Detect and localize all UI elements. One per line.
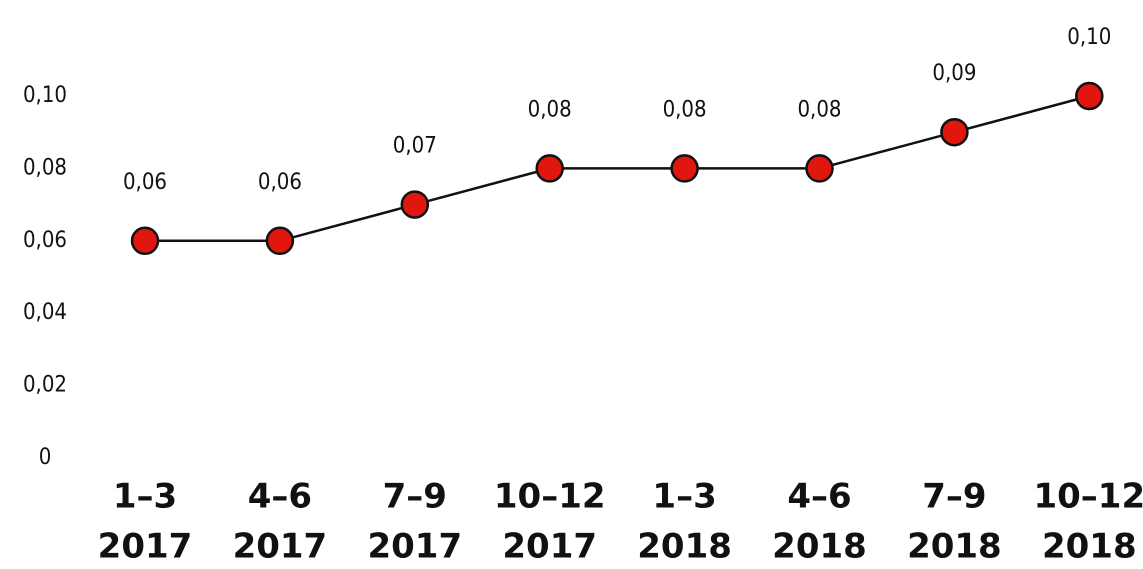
x-tick-label: 1–3 xyxy=(652,477,716,517)
point xyxy=(670,154,699,183)
x-tick-label: 4–6 xyxy=(787,477,851,517)
x-tick-label: 2018 xyxy=(772,527,867,567)
x-tick-label: 10–12 xyxy=(1033,477,1143,517)
x-tick-label: 2017 xyxy=(502,527,597,567)
point xyxy=(130,226,160,256)
data-label: 0,09 xyxy=(932,61,976,86)
data-label: 0,07 xyxy=(393,134,437,159)
y-tick-label: 0,04 xyxy=(23,300,67,325)
y-tick-label: 0,08 xyxy=(23,155,67,180)
data-label: 0,08 xyxy=(797,97,841,122)
point xyxy=(805,154,834,183)
y-tick-label: 0 xyxy=(39,445,52,470)
data-label: 0,06 xyxy=(123,170,167,195)
x-tick-label: 7–9 xyxy=(922,477,986,517)
x-tick-label: 10–12 xyxy=(494,477,606,517)
x-tick-label: 7–9 xyxy=(383,477,447,517)
point xyxy=(940,117,969,147)
line xyxy=(145,94,1090,243)
y-tick-label: 0,10 xyxy=(23,83,67,108)
data-label: 0,06 xyxy=(258,170,302,195)
point xyxy=(265,226,295,256)
x-tick-label: 2017 xyxy=(233,527,328,567)
point xyxy=(1075,81,1104,111)
y-tick-label: 0,06 xyxy=(23,228,67,253)
x-tick-label: 2018 xyxy=(637,527,732,567)
x-tick-label: 2017 xyxy=(98,527,193,567)
point xyxy=(535,154,564,183)
x-tick-label: 2018 xyxy=(907,527,1002,567)
x-tick-label: 1–3 xyxy=(113,477,177,517)
data-label: 0,08 xyxy=(528,97,572,122)
point xyxy=(400,190,430,219)
data-label: 0,08 xyxy=(663,97,707,122)
x-tick-label: 2017 xyxy=(367,527,462,567)
y-tick-label: 0,02 xyxy=(23,373,67,398)
data-label: 0,10 xyxy=(1067,25,1111,50)
x-tick-label: 4–6 xyxy=(248,477,312,517)
x-tick-label: 2018 xyxy=(1042,527,1137,567)
